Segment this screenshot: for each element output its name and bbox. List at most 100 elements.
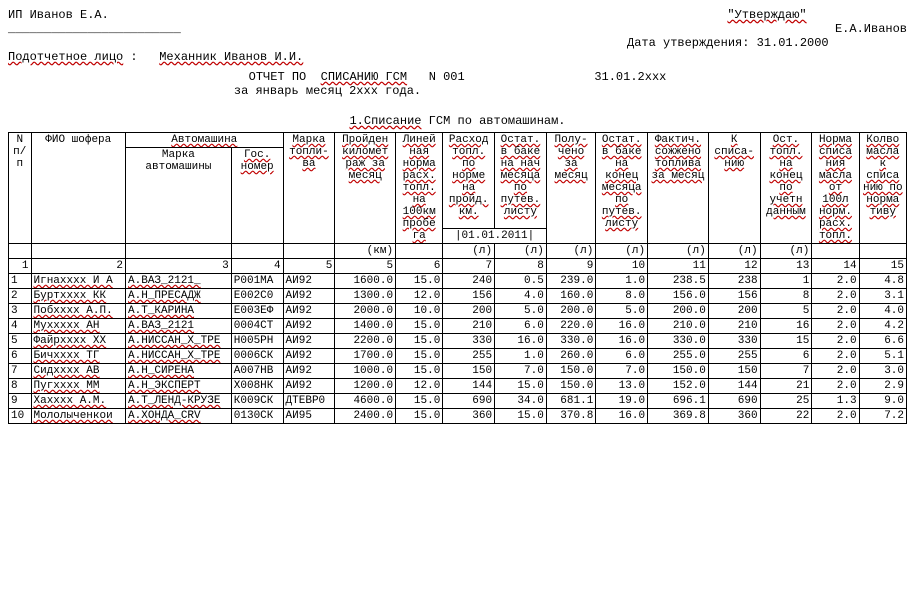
col-ost2-label: Остат. в баке на конец месяца по путев. … <box>602 134 642 230</box>
table-cell: 16.0 <box>596 409 648 424</box>
table-cell: 156.0 <box>648 289 709 304</box>
accountable-line: Подотчетное лицо : Механник Иванов И.И. <box>8 50 907 64</box>
table-cell: 15 <box>760 334 812 349</box>
table-cell: 15.0 <box>396 349 443 364</box>
table-cell: Игнаxxxx И А <box>31 274 126 289</box>
table-cell: 6.6 <box>859 334 906 349</box>
cn13: 12 <box>708 259 760 274</box>
table-cell: К009СК <box>231 394 283 409</box>
table-cell: 150.0 <box>648 364 709 379</box>
col-auto: Автомашина <box>126 133 284 148</box>
table-cell: 16 <box>760 319 812 334</box>
table-cell: 6 <box>760 349 812 364</box>
table-cell: А.Т_КАРИНА <box>126 304 232 319</box>
table-body: 1Игнаxxxx И АА.ВАЗ_2121_Р001МААИ921600.0… <box>9 274 907 424</box>
company-underline: ________________________ <box>8 22 181 36</box>
table-cell: АИ92 <box>283 274 335 289</box>
u3 <box>126 244 232 259</box>
table-cell: Мухxxxx АН <box>31 319 126 334</box>
table-cell: 150.0 <box>546 379 596 394</box>
table-cell: 2.0 <box>812 364 859 379</box>
table-cell: 1.0 <box>596 274 648 289</box>
col-norm-label: Линей ная норма расх. топл. на 100км про… <box>403 134 436 242</box>
report-line1-a: ОТЧЕТ ПО <box>249 70 307 84</box>
table-cell: Е003ЕФ <box>231 304 283 319</box>
table-cell: 2.0 <box>812 409 859 424</box>
col-ostk-label: Ост. топл. на конец по учетн данным <box>766 134 806 218</box>
table-row: 3Побxxxx А.П.А.Т_КАРИНАЕ003ЕФАИ922000.01… <box>9 304 907 319</box>
table-cell: 370.8 <box>546 409 596 424</box>
table-cell: 2400.0 <box>335 409 396 424</box>
table-cell: 3.0 <box>859 364 906 379</box>
table-cell: 144 <box>708 379 760 394</box>
col-ost2: Остат. в баке на конец месяца по путев. … <box>596 133 648 244</box>
table-cell: Буртxxxx КК <box>31 289 126 304</box>
table-cell: 1600.0 <box>335 274 396 289</box>
table-cell: 240 <box>443 274 495 289</box>
col-marka: Марка автомашины <box>126 148 232 244</box>
table-cell: 5 <box>9 334 32 349</box>
col-nm-label: Норма списа ния масла от 100л норм. расх… <box>819 134 852 242</box>
table-cell: 12.0 <box>396 289 443 304</box>
table-cell: 3.1 <box>859 289 906 304</box>
table-cell: Р001МА <box>231 274 283 289</box>
report-title: ОТЧЕТ ПО СПИСАНИЮ ГСМ N 001 31.01.2xxx з… <box>8 70 907 98</box>
col-fio-label: ФИО шофера <box>45 134 111 146</box>
table-cell: 2.0 <box>812 274 859 289</box>
table-cell: 7.2 <box>859 409 906 424</box>
col-pol: Полу-чено за месяц <box>546 133 596 244</box>
col-date: |01.01.2011| <box>443 229 547 244</box>
table-cell: А.НИССАН_Х_ТРЕ <box>126 349 232 364</box>
col-ost1: Остат. в баке на нач месяца по путев. ли… <box>495 133 547 229</box>
table-cell: 7.0 <box>596 364 648 379</box>
accountable-value: Механник Иванов И.И. <box>159 50 303 64</box>
table-cell: 16.0 <box>596 334 648 349</box>
main-table: N п/п ФИО шофера Автомашина Марка топли-… <box>8 132 907 424</box>
cn5: 5 <box>283 259 335 274</box>
table-cell: 1700.0 <box>335 349 396 364</box>
col-fact: Фактич. сожжено топлива за месяц <box>648 133 709 244</box>
u11: (л) <box>596 244 648 259</box>
table-row: 4Мухxxxx АНА.ВАЗ_21210004СТАИ921400.015.… <box>9 319 907 334</box>
table-cell: 9.0 <box>859 394 906 409</box>
table-cell: 2.0 <box>812 319 859 334</box>
header-row-1: N п/п ФИО шофера Автомашина Марка топли-… <box>9 133 907 148</box>
table-cell: 2.0 <box>812 289 859 304</box>
cn11: 10 <box>596 259 648 274</box>
table-cell: 1000.0 <box>335 364 396 379</box>
approve-date-line: Дата утверждения: 31.01.2000 <box>627 36 907 50</box>
table-cell: 2200.0 <box>335 334 396 349</box>
table-cell: 8.0 <box>596 289 648 304</box>
table-cell: 200.0 <box>648 304 709 319</box>
cn12: 11 <box>648 259 709 274</box>
table-cell: 15.0 <box>396 394 443 409</box>
table-cell: 7 <box>9 364 32 379</box>
table-cell: 5.1 <box>859 349 906 364</box>
table-cell: 4600.0 <box>335 394 396 409</box>
table-cell: 200.0 <box>546 304 596 319</box>
table-cell: 220.0 <box>546 319 596 334</box>
table-row: 6Бичxxxx ТГА.НИССАН_Х_ТРЕ0006СКАИ921700.… <box>9 349 907 364</box>
table-cell: 25 <box>760 394 812 409</box>
doc-header: ИП Иванов Е.А. ________________________ … <box>8 8 907 50</box>
table-cell: 2.0 <box>812 379 859 394</box>
table-cell: 10.0 <box>396 304 443 319</box>
table-cell: Н005РН <box>231 334 283 349</box>
table-cell: Е002С0 <box>231 289 283 304</box>
cn2: 2 <box>31 259 126 274</box>
table-cell: Побxxxx А.П. <box>31 304 126 319</box>
table-cell: АИ92 <box>283 319 335 334</box>
table-cell: 2 <box>9 289 32 304</box>
table-cell: А.ВАЗ_2121 <box>126 319 232 334</box>
table-row: 1Игнаxxxx И АА.ВАЗ_2121_Р001МААИ921600.0… <box>9 274 907 289</box>
col-km2: Колво масла к списа нию по норма тиву <box>859 133 906 244</box>
table-cell: 1400.0 <box>335 319 396 334</box>
table-cell: 4 <box>9 319 32 334</box>
table-cell: 1 <box>9 274 32 289</box>
table-cell: 19.0 <box>596 394 648 409</box>
table-cell: 0006СК <box>231 349 283 364</box>
table-cell: 4.0 <box>859 304 906 319</box>
u14: (л) <box>760 244 812 259</box>
table-cell: 6 <box>9 349 32 364</box>
col-fio: ФИО шофера <box>31 133 126 244</box>
